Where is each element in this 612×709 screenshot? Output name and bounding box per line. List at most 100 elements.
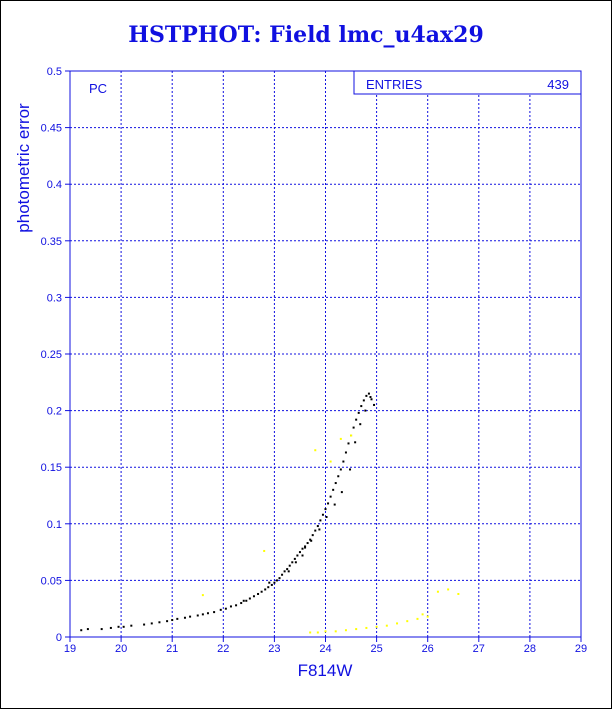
data-point (339, 437, 342, 440)
data-point (416, 617, 419, 620)
x-tick-label: 20 (115, 643, 127, 655)
y-tick-label: 0.15 (41, 462, 62, 474)
data-point (365, 626, 368, 629)
y-tick-label: 0.3 (47, 292, 62, 304)
data-point (339, 468, 342, 471)
data-point (86, 628, 89, 631)
data-point (354, 441, 357, 444)
data-point (304, 545, 307, 548)
data-point (324, 508, 327, 511)
data-point (329, 495, 332, 498)
data-point (311, 534, 314, 537)
data-point (436, 590, 439, 593)
data-point (100, 628, 103, 631)
x-tick-label: 29 (575, 643, 587, 655)
data-point (166, 620, 169, 623)
data-point (287, 570, 290, 573)
x-tick-label: 27 (473, 643, 485, 655)
data-point (213, 611, 216, 614)
data-point (122, 625, 125, 628)
data-point (171, 619, 174, 622)
x-tick-label: 23 (268, 643, 280, 655)
data-point (369, 396, 372, 399)
data-point (263, 549, 266, 552)
x-tick-label: 25 (370, 643, 382, 655)
y-tick-label: 0.25 (41, 349, 62, 361)
data-point (344, 451, 347, 454)
data-point (334, 630, 337, 633)
chart-title: HSTPHOT: Field lmc_u4ax29 (128, 22, 484, 48)
data-point (273, 581, 276, 584)
data-point (310, 539, 313, 542)
data-point (286, 568, 289, 571)
y-tick-label: 0.4 (47, 179, 62, 191)
data-point (270, 583, 273, 586)
data-point (349, 468, 352, 471)
y-tick-label: 0.05 (41, 575, 62, 587)
data-point (360, 405, 363, 408)
data-point (291, 561, 294, 564)
data-point (206, 612, 209, 615)
data-point (318, 528, 321, 531)
data-point (352, 426, 355, 429)
data-point (340, 491, 343, 494)
data-point (219, 608, 222, 611)
data-point (260, 590, 263, 593)
data-point (355, 628, 358, 631)
data-point (257, 592, 260, 595)
data-point (344, 629, 347, 632)
data-point (298, 551, 301, 554)
x-tick-label: 19 (64, 643, 76, 655)
x-tick-label: 21 (166, 643, 178, 655)
data-point (370, 398, 373, 401)
data-point (301, 554, 304, 557)
y-tick-label: 0.1 (47, 519, 62, 531)
data-point (281, 573, 284, 576)
data-point (242, 599, 245, 602)
data-point (396, 622, 399, 625)
data-point (332, 488, 335, 491)
data-point (447, 588, 450, 591)
data-point (278, 577, 281, 580)
data-point (109, 626, 112, 629)
data-point (268, 581, 271, 584)
ticks: 19 20 21 22 23 24 25 26 27 28 29 0 0.05 0.1 0.15 0.2 0.2… (41, 66, 588, 655)
data-point (224, 607, 227, 610)
data-point (294, 561, 297, 564)
y-tick-label: 0 (56, 632, 62, 644)
data-point (229, 605, 232, 608)
data-point (337, 475, 340, 478)
data-point (117, 625, 120, 628)
data-point (235, 604, 238, 607)
stats-label: ENTRIES (366, 77, 423, 92)
y-tick-label: 0.45 (41, 123, 62, 135)
data-point (373, 403, 376, 406)
x-axis-title: F814W (298, 661, 353, 680)
data-point (143, 623, 146, 626)
data-point (240, 602, 243, 605)
data-point (327, 502, 330, 505)
data-point (309, 538, 312, 541)
grid (70, 71, 581, 637)
data-point (350, 434, 353, 437)
data-point (426, 615, 429, 618)
y-tick-label: 0.2 (47, 406, 62, 418)
data-point (334, 482, 337, 485)
data-point (201, 613, 204, 616)
data-point (367, 392, 370, 395)
data-point (130, 624, 133, 627)
data-point (342, 460, 345, 463)
data-point (288, 564, 291, 567)
x-tick-label: 26 (422, 643, 434, 655)
data-point (364, 409, 367, 412)
data-point (421, 613, 424, 616)
data-point (329, 460, 332, 463)
data-point (283, 570, 286, 573)
data-point (362, 399, 365, 402)
data-point (309, 631, 312, 634)
data-point (296, 554, 299, 557)
stats-value: 439 (547, 77, 569, 92)
data-point (150, 622, 153, 625)
data-point (314, 529, 317, 532)
